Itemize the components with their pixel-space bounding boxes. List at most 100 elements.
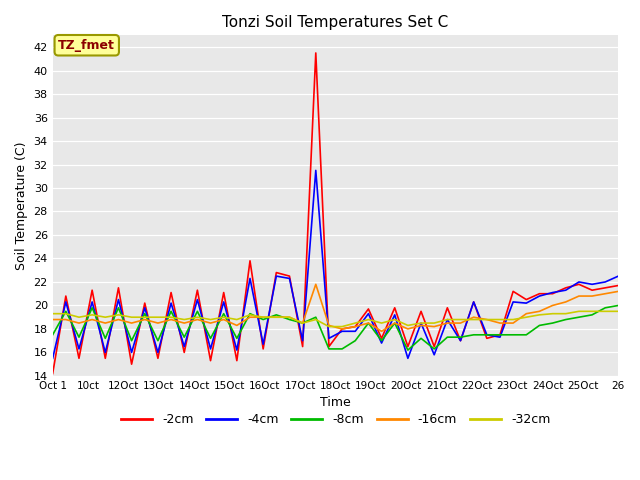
-32cm (417, 320, 425, 326)
-32cm (430, 320, 438, 326)
-16cm (457, 320, 465, 326)
-16cm (167, 317, 175, 323)
-8cm (180, 334, 188, 340)
-8cm (193, 309, 201, 314)
-4cm (483, 332, 491, 338)
-4cm (299, 338, 307, 344)
-32cm (562, 311, 570, 316)
-4cm (548, 289, 556, 295)
-4cm (115, 297, 122, 302)
-4cm (509, 299, 517, 305)
-4cm (193, 297, 201, 302)
-2cm (536, 291, 543, 297)
-32cm (128, 314, 136, 320)
-16cm (325, 323, 333, 328)
-16cm (339, 326, 346, 332)
-8cm (588, 312, 596, 318)
-16cm (588, 293, 596, 299)
-4cm (536, 293, 543, 299)
-16cm (562, 299, 570, 305)
-2cm (102, 355, 109, 361)
-2cm (180, 349, 188, 355)
-2cm (457, 338, 465, 344)
-2cm (141, 300, 148, 306)
-4cm (522, 300, 530, 306)
-2cm (444, 305, 451, 311)
-2cm (509, 288, 517, 294)
-8cm (536, 323, 543, 328)
-2cm (470, 299, 477, 305)
-8cm (220, 311, 228, 316)
-16cm (62, 317, 70, 323)
-2cm (75, 355, 83, 361)
-4cm (154, 349, 162, 355)
-8cm (88, 305, 96, 311)
-8cm (483, 332, 491, 338)
-2cm (299, 344, 307, 349)
-8cm (167, 309, 175, 314)
-8cm (548, 320, 556, 326)
Line: -32cm: -32cm (52, 312, 618, 326)
-32cm (325, 324, 333, 329)
-16cm (180, 320, 188, 326)
-2cm (115, 285, 122, 291)
Line: -2cm: -2cm (52, 53, 618, 373)
-32cm (62, 311, 70, 316)
-2cm (325, 344, 333, 349)
-2cm (391, 305, 399, 311)
-8cm (575, 314, 583, 320)
-32cm (602, 309, 609, 314)
-32cm (141, 314, 148, 320)
-4cm (588, 281, 596, 287)
-2cm (312, 50, 319, 56)
-32cm (483, 317, 491, 323)
-16cm (115, 317, 122, 323)
-8cm (75, 334, 83, 340)
-8cm (299, 320, 307, 326)
-2cm (562, 285, 570, 291)
-2cm (49, 371, 56, 376)
-8cm (325, 346, 333, 352)
-32cm (75, 314, 83, 320)
-4cm (128, 349, 136, 355)
-2cm (339, 326, 346, 332)
-2cm (430, 344, 438, 349)
-16cm (404, 326, 412, 332)
-8cm (207, 336, 214, 341)
-8cm (602, 305, 609, 311)
X-axis label: Time: Time (320, 396, 351, 409)
-32cm (614, 309, 622, 314)
-32cm (273, 314, 280, 320)
-32cm (193, 314, 201, 320)
Text: TZ_fmet: TZ_fmet (58, 39, 115, 52)
-4cm (378, 340, 385, 346)
-32cm (470, 317, 477, 323)
-2cm (285, 273, 293, 279)
-2cm (575, 281, 583, 287)
-8cm (246, 311, 254, 316)
-4cm (404, 355, 412, 361)
-16cm (273, 314, 280, 320)
Line: -16cm: -16cm (52, 284, 618, 331)
-16cm (417, 323, 425, 328)
-4cm (575, 279, 583, 285)
-8cm (457, 334, 465, 340)
-4cm (457, 338, 465, 344)
-32cm (391, 317, 399, 323)
-8cm (128, 338, 136, 344)
-8cm (115, 305, 122, 311)
-2cm (128, 361, 136, 367)
-8cm (470, 332, 477, 338)
-4cm (391, 312, 399, 318)
-4cm (325, 336, 333, 341)
-32cm (207, 317, 214, 323)
-16cm (365, 320, 372, 326)
-32cm (351, 320, 359, 326)
-4cm (102, 349, 109, 355)
-32cm (536, 312, 543, 318)
-4cm (365, 311, 372, 316)
-2cm (193, 288, 201, 293)
-32cm (444, 317, 451, 323)
-32cm (509, 317, 517, 323)
-2cm (233, 358, 241, 363)
